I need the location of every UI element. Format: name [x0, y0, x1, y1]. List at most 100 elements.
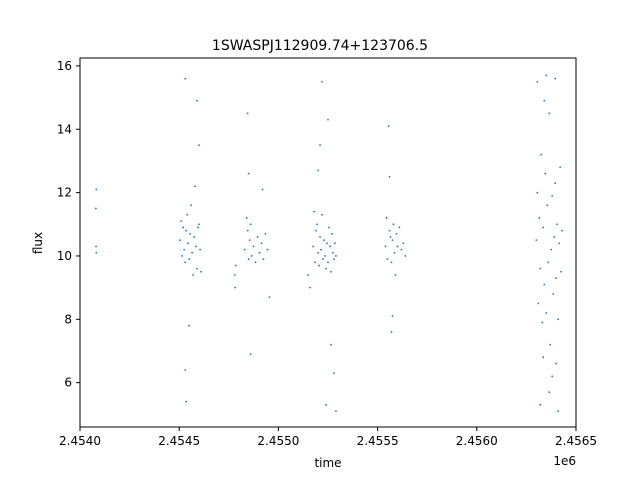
x-axis-label: time [314, 456, 341, 470]
data-point [95, 251, 98, 254]
y-tick-label: 16 [57, 59, 72, 73]
data-point [314, 261, 316, 264]
data-point [322, 258, 324, 261]
data-point [196, 267, 198, 270]
data-point [249, 223, 252, 226]
data-point [233, 274, 236, 276]
data-point [312, 245, 315, 248]
data-point [193, 236, 195, 238]
data-point [551, 375, 554, 378]
data-point [246, 229, 249, 232]
data-point [185, 400, 188, 403]
data-point [331, 232, 333, 235]
data-point [334, 242, 336, 245]
data-point [330, 270, 332, 273]
data-point [325, 403, 327, 406]
data-point [256, 236, 259, 238]
data-point [553, 236, 556, 238]
data-point [319, 236, 321, 238]
data-point [325, 267, 327, 270]
data-point [330, 343, 332, 346]
data-point [543, 283, 546, 286]
data-point [544, 172, 547, 175]
data-point [539, 267, 542, 270]
data-point [194, 185, 196, 188]
data-point [247, 172, 250, 175]
data-point [539, 403, 542, 406]
data-point [333, 372, 335, 375]
data-point [260, 242, 263, 245]
x-tick-label: 2.4550 [257, 434, 299, 448]
data-point [323, 239, 325, 242]
y-tick-label: 14 [57, 122, 72, 136]
data-point [388, 175, 391, 178]
y-tick-label: 10 [57, 249, 72, 263]
data-point [254, 261, 257, 264]
data-point [184, 261, 187, 264]
data-point [561, 229, 564, 232]
data-point [555, 362, 558, 365]
data-point [182, 226, 185, 229]
data-point [550, 248, 553, 251]
data-point [327, 118, 329, 121]
data-point [188, 258, 191, 261]
data-point [186, 213, 189, 216]
data-point [180, 220, 183, 223]
data-point [558, 242, 561, 245]
data-point [329, 245, 331, 248]
data-point [321, 213, 323, 216]
data-point [317, 251, 319, 254]
data-point [309, 286, 312, 289]
data-point [264, 232, 267, 235]
x-tick-label: 2.4560 [456, 434, 498, 448]
data-point [387, 125, 390, 127]
data-point [189, 232, 192, 235]
x-axis-offset-label: 1e6 [553, 454, 576, 468]
data-point [245, 217, 248, 219]
data-point [391, 315, 394, 318]
data-point [195, 245, 197, 248]
data-point [557, 318, 560, 321]
data-point [335, 255, 337, 257]
data-point [326, 242, 328, 245]
data-point [400, 248, 403, 251]
data-point [546, 204, 549, 207]
data-point [554, 77, 557, 80]
data-point [184, 77, 187, 80]
data-point [560, 270, 563, 273]
data-point [390, 261, 393, 264]
data-point [557, 410, 560, 413]
data-point [386, 258, 389, 261]
data-point [404, 255, 407, 257]
data-points [94, 74, 564, 413]
data-point [389, 236, 392, 238]
data-point [200, 270, 202, 273]
data-point [258, 251, 261, 254]
data-point [185, 229, 188, 232]
data-point [321, 80, 323, 83]
x-axis-ticks: 2.4540 2.4545 2.4550 2.4555 2.4560 2.4565 [59, 427, 597, 448]
data-point [197, 226, 199, 229]
data-point [391, 239, 394, 242]
y-axis-label: flux [31, 232, 45, 254]
data-point [316, 223, 318, 226]
data-point [234, 264, 237, 267]
data-point [535, 239, 538, 242]
data-point [95, 188, 98, 191]
data-point [249, 353, 252, 356]
data-point [402, 242, 405, 245]
y-tick-label: 6 [64, 376, 72, 390]
data-point [250, 255, 253, 257]
data-point [94, 207, 97, 210]
data-point [328, 226, 330, 229]
data-point [385, 217, 388, 219]
x-tick-label: 2.4540 [59, 434, 101, 448]
data-point [319, 144, 321, 147]
data-point [545, 312, 548, 314]
data-point [95, 245, 97, 248]
data-point [198, 223, 200, 226]
data-point [248, 239, 251, 242]
data-point [315, 229, 317, 232]
